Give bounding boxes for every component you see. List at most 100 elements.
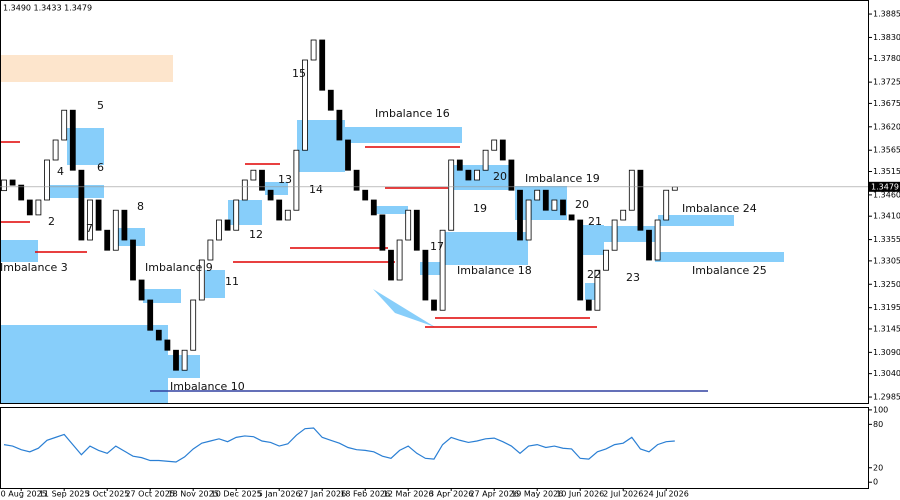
candle: [654, 219, 661, 261]
zone: [655, 252, 784, 262]
zone: [0, 55, 173, 82]
oscillator-frame: [0, 407, 869, 489]
candle: [620, 209, 627, 221]
candle: [336, 109, 343, 141]
x-tick-label: 18 Nov 2025: [168, 490, 219, 499]
candle: [293, 149, 300, 211]
annotation: Imbalance 24: [682, 202, 757, 215]
candle: [104, 229, 111, 251]
annotation: 19: [473, 202, 487, 215]
zone: [0, 240, 38, 262]
annotations: Imbalance 3 2 4 5 6 7 8 Imbalance 9 Imba…: [0, 67, 767, 393]
annotation: 20: [493, 170, 507, 183]
candle: [121, 209, 128, 241]
candle: [405, 209, 412, 241]
candle: [87, 199, 93, 241]
x-tick-label: 19 May 2026: [511, 490, 563, 499]
y-tick-label: 1.3305: [873, 256, 900, 265]
annotation: 23: [626, 271, 640, 284]
candle: [69, 109, 76, 171]
annotation: 2: [48, 215, 55, 228]
annotation: 13: [278, 173, 292, 186]
candle: [362, 189, 369, 201]
zone: [443, 232, 528, 265]
zone: [580, 225, 604, 255]
y-tick-label: 1.3565: [873, 146, 900, 155]
candle: [267, 189, 274, 201]
annotation: 14: [309, 183, 323, 196]
candle: [26, 199, 33, 216]
candle: [276, 199, 283, 221]
annotation: 12: [249, 228, 263, 241]
zone: [658, 215, 734, 226]
annotation: Imbalance 19: [525, 172, 600, 185]
last-price-box: [869, 181, 900, 192]
y-tick-label: 0: [873, 478, 878, 487]
candle: [1, 179, 7, 192]
zone: [345, 127, 462, 143]
annotation: 17: [430, 240, 444, 253]
candle: [250, 169, 257, 181]
candle: [422, 249, 429, 301]
x-tick-label: 3 Apr 2026: [429, 490, 473, 499]
candle: [517, 189, 523, 241]
y-tick-label: 1.3725: [873, 78, 900, 87]
x-tick-label: 27 Apr 2026: [469, 490, 518, 499]
candle: [284, 209, 291, 221]
candle: [241, 179, 248, 201]
candle: [637, 169, 644, 231]
y-tick-label: 1.3460: [873, 190, 900, 199]
candle: [431, 299, 437, 311]
candle: [9, 179, 16, 186]
y-tick-label: 1.3620: [873, 122, 900, 131]
x-tick-label: 10 Jun 2026: [556, 490, 604, 499]
zone: [143, 289, 181, 303]
zone: [228, 200, 262, 225]
x-tick-label: 27 Oct 2025: [125, 490, 174, 499]
candle: [482, 149, 489, 171]
candle: [173, 349, 179, 371]
candle: [181, 349, 188, 371]
candle: [353, 169, 360, 191]
candle: [52, 139, 59, 161]
annotation: 11: [225, 275, 239, 288]
x-tick-label: 3 Oct 2025: [85, 490, 129, 499]
y-tick-label: 1.3250: [873, 280, 900, 289]
candle: [130, 239, 136, 281]
annotation: 21: [588, 215, 602, 228]
y-tick-label: 100: [873, 405, 888, 414]
y-tick-label: 1.3355: [873, 235, 900, 244]
candle: [439, 229, 446, 311]
x-tick-label: 2 Jul 2026: [603, 490, 643, 499]
annotation: Imbalance 25: [692, 264, 767, 277]
candle: [147, 299, 154, 331]
oscillator-line: [3, 427, 675, 463]
zone: [0, 325, 168, 403]
x-tick-label: 18 Feb 2026: [340, 490, 390, 499]
candle: [310, 39, 317, 61]
annotation: Imbalance 10: [170, 380, 245, 393]
candle: [155, 329, 162, 341]
candle: [35, 199, 42, 216]
candle: [164, 339, 171, 351]
candle: [413, 209, 420, 251]
candle: [233, 199, 240, 231]
candle: [388, 249, 394, 281]
zone: [45, 185, 104, 198]
candle: [560, 199, 566, 216]
annotation: Imbalance 16: [375, 107, 450, 120]
candle: [456, 159, 463, 171]
candle: [138, 279, 145, 301]
candle: [78, 169, 85, 241]
y-tick-label: 1.2985: [873, 393, 900, 402]
candle: [370, 199, 377, 216]
zones: [0, 55, 784, 403]
candle: [448, 159, 455, 231]
annotation: 7: [86, 222, 93, 235]
candle: [646, 229, 652, 261]
x-tick-label: 5 Jan 2026: [258, 490, 301, 499]
y-tick-label: 1.3410: [873, 212, 900, 221]
y-tick-label: 1.3780: [873, 54, 900, 63]
candle: [190, 299, 197, 351]
candle: [61, 109, 68, 141]
